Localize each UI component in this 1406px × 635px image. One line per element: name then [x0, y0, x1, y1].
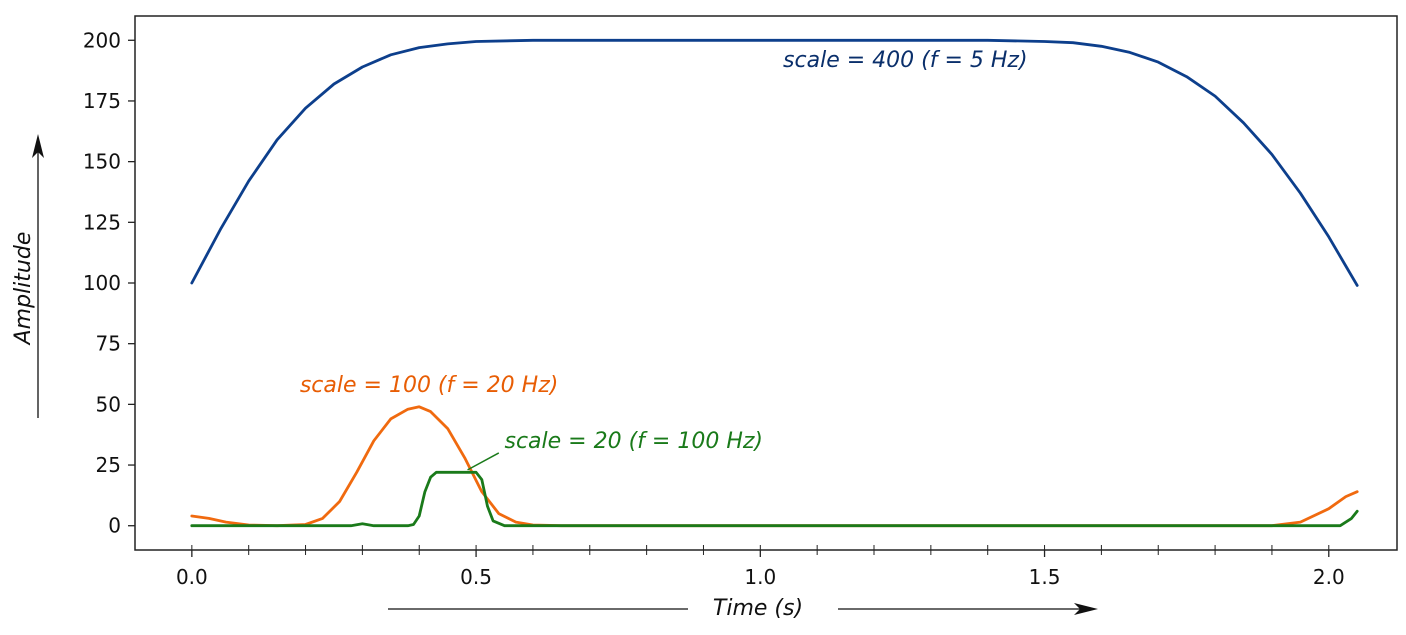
x-tick-label: 0.5 [460, 565, 492, 589]
x-tick-label: 1.0 [744, 565, 776, 589]
y-tick-label: 25 [96, 453, 121, 477]
annotation-scale-20: scale = 20 (f = 100 Hz) [505, 429, 764, 454]
y-tick-label: 175 [83, 89, 121, 113]
x-axis-title: Time (s) [713, 596, 803, 621]
x-tick-label: 2.0 [1313, 565, 1345, 589]
y-tick-label: 50 [96, 392, 121, 416]
y-tick-label: 150 [83, 150, 121, 174]
x-axis-arrow-head [1074, 603, 1098, 615]
x-tick-label: 1.5 [1029, 565, 1061, 589]
plot-frame [134, 15, 1398, 551]
y-axis-arrow-head [32, 134, 44, 158]
series-line-scale-400 [190, 38, 1359, 287]
annotations: scale = 400 (f = 5 Hz) scale = 100 (f = 2… [300, 48, 1028, 471]
series-line-scale-100 [190, 405, 1359, 528]
series-line-scale-20 [190, 470, 1359, 528]
x-axis: 0.0 0.5 1.0 1.5 2.0 [176, 545, 1345, 589]
y-tick-label: 125 [83, 210, 121, 234]
y-tick-label: 0 [108, 514, 121, 538]
y-tick-label: 100 [83, 271, 121, 295]
x-tick-label: 0.0 [176, 565, 208, 589]
y-tick-label: 200 [83, 28, 121, 52]
y-axis: 0 25 50 75 100 125 150 175 200 [83, 28, 135, 538]
y-axis-title: Amplitude [11, 232, 36, 347]
annotation-pointer-line [467, 452, 500, 471]
series-layer [190, 38, 1359, 528]
annotation-scale-100: scale = 100 (f = 20 Hz) [300, 373, 558, 398]
y-tick-label: 75 [96, 332, 121, 356]
annotation-scale-400: scale = 400 (f = 5 Hz) [783, 48, 1028, 73]
